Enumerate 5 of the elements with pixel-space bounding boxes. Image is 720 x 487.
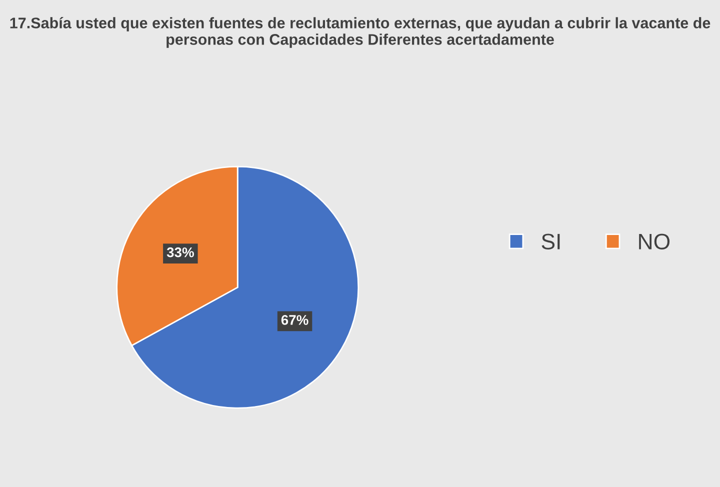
- legend-label: SI: [542, 234, 560, 250]
- legend-label: NO: [639, 234, 670, 250]
- data-label: 33%: [166, 247, 194, 258]
- data-label: 67%: [281, 315, 308, 325]
- chart-title: 17.Sabía usted que existen fuentes de reclutamiento externas, que ayudan a cubrir la vacante de personas con Capacidades Diferentes acertadamente: [10, 17, 710, 48]
